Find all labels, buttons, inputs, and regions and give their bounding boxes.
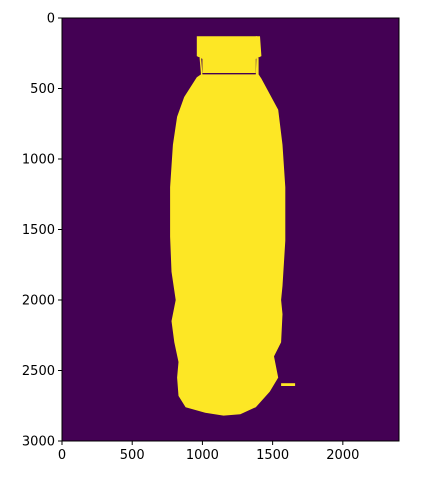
y-tick-label: 3000: [22, 435, 55, 450]
x-tick-label: 1000: [186, 448, 219, 463]
y-tick-label: 2500: [22, 364, 55, 379]
y-tick-label: 1500: [22, 223, 55, 238]
y-tick-label: 2000: [22, 294, 55, 309]
x-tick-label: 500: [120, 448, 145, 463]
y-tick-label: 1000: [22, 153, 55, 168]
plot-area: [62, 18, 399, 441]
x-tick-label: 2000: [326, 448, 359, 463]
mask-region-blob: [281, 383, 296, 386]
y-tick-label: 500: [30, 82, 55, 97]
x-tick-label: 0: [58, 448, 66, 463]
y-tick-label: 0: [47, 12, 55, 27]
axes: 0 500 1000 1500 2000 0 500 1000 1500 2000 2500 3000: [22, 12, 400, 463]
x-tick-label: 1500: [256, 448, 289, 463]
mask-region-cap: [196, 36, 262, 73]
mask-region-bottle: [170, 36, 286, 416]
